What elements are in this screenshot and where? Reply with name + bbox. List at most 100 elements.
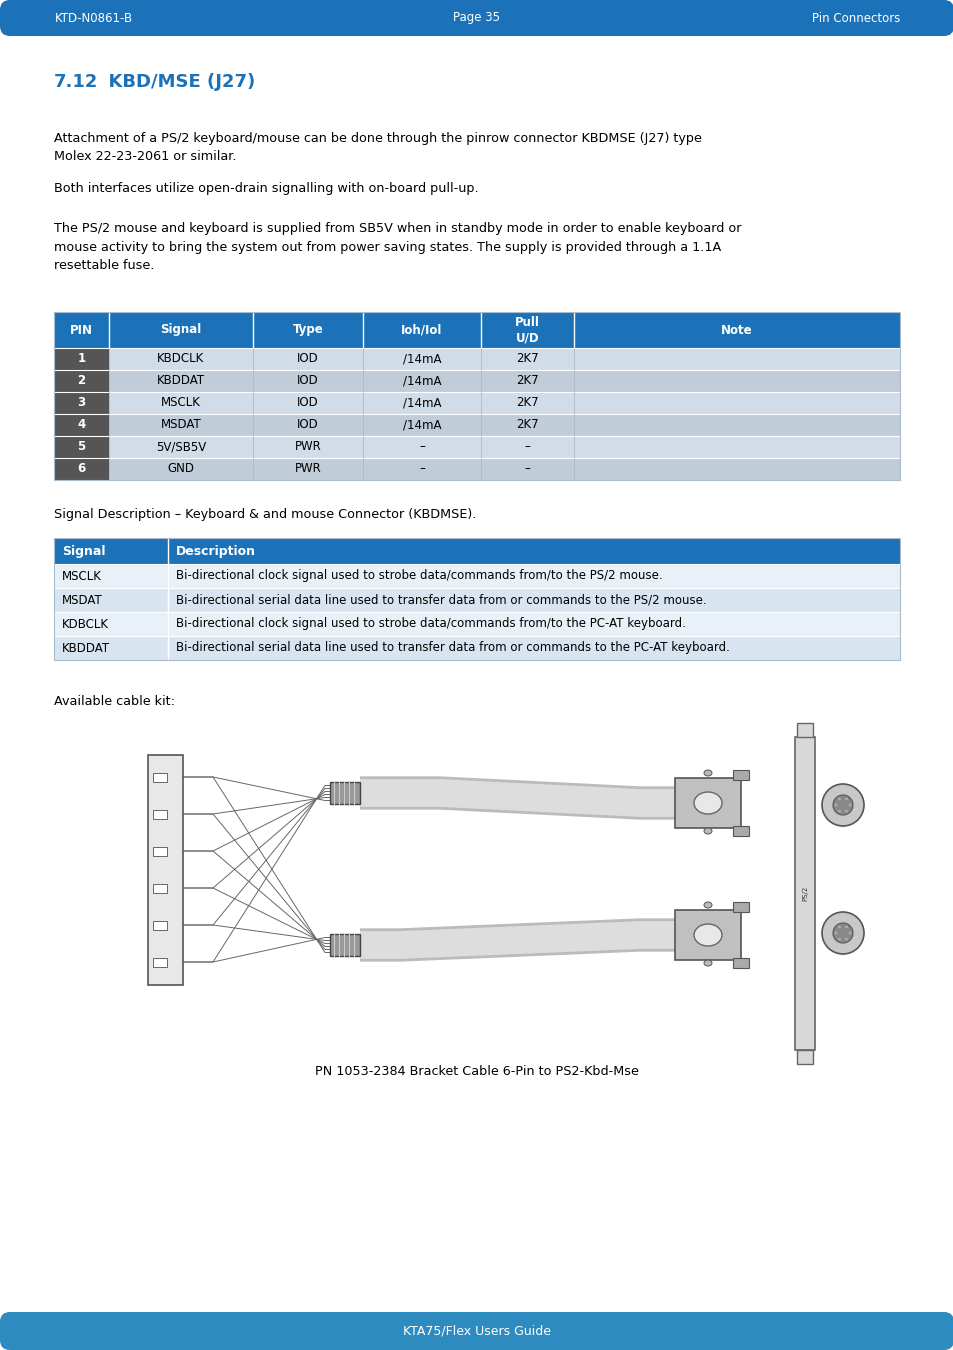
Bar <box>794 737 814 1050</box>
Bar <box>330 934 359 956</box>
Ellipse shape <box>834 803 837 806</box>
Bar <box>54 564 899 589</box>
Ellipse shape <box>844 810 847 813</box>
Text: Signal Description – Keyboard & and mouse Connector (KBDMSE).: Signal Description – Keyboard & and mous… <box>54 508 476 521</box>
Ellipse shape <box>847 803 851 806</box>
Ellipse shape <box>837 937 841 941</box>
Text: MSCLK: MSCLK <box>161 397 201 409</box>
Ellipse shape <box>703 960 711 967</box>
Text: –: – <box>524 440 530 454</box>
Bar <box>732 826 748 836</box>
Text: Attachment of a PS/2 keyboard/mouse can be done through the pinrow connector KBD: Attachment of a PS/2 keyboard/mouse can … <box>54 132 701 163</box>
Text: KBDCLK: KBDCLK <box>157 352 204 366</box>
Bar <box>54 612 899 636</box>
Text: Bi-directional clock signal used to strobe data/commands from/to the PS/2 mouse.: Bi-directional clock signal used to stro… <box>176 570 662 582</box>
Text: KTA75/Flex Users Guide: KTA75/Flex Users Guide <box>402 1324 551 1338</box>
Bar <box>152 957 167 967</box>
Bar <box>54 539 899 564</box>
Text: Bi-directional serial data line used to transfer data from or commands to the PC: Bi-directional serial data line used to … <box>176 641 729 655</box>
Bar <box>330 782 359 805</box>
Text: /14mA: /14mA <box>402 352 441 366</box>
Text: Page 35: Page 35 <box>453 12 500 24</box>
Bar <box>54 312 899 481</box>
Bar <box>54 392 109 414</box>
Bar <box>152 810 167 818</box>
Text: /14mA: /14mA <box>402 397 441 409</box>
Text: PIN: PIN <box>70 324 92 336</box>
Bar <box>796 724 812 737</box>
Bar <box>54 636 899 660</box>
FancyBboxPatch shape <box>0 0 953 36</box>
Text: MSDAT: MSDAT <box>62 594 103 606</box>
Text: PN 1053-2384 Bracket Cable 6-Pin to PS2-Kbd-Mse: PN 1053-2384 Bracket Cable 6-Pin to PS2-… <box>314 1065 639 1079</box>
Bar <box>675 910 740 960</box>
Text: The PS/2 mouse and keyboard is supplied from SB5V when in standby mode in order : The PS/2 mouse and keyboard is supplied … <box>54 221 740 271</box>
Ellipse shape <box>837 926 841 929</box>
Ellipse shape <box>844 937 847 941</box>
FancyBboxPatch shape <box>0 1312 953 1350</box>
Text: 2: 2 <box>77 374 86 387</box>
Ellipse shape <box>703 828 711 834</box>
Text: KDBCLK: KDBCLK <box>62 617 109 630</box>
Text: Ioh/Iol: Ioh/Iol <box>401 324 442 336</box>
Text: KTD-N0861-B: KTD-N0861-B <box>55 12 133 24</box>
Text: KBDDAT: KBDDAT <box>156 374 205 387</box>
Text: /14mA: /14mA <box>402 418 441 432</box>
Ellipse shape <box>703 902 711 909</box>
Text: IOD: IOD <box>296 374 318 387</box>
Text: GND: GND <box>167 463 194 475</box>
Ellipse shape <box>844 798 847 801</box>
Bar <box>152 921 167 930</box>
Ellipse shape <box>832 795 852 815</box>
Text: Bi-directional serial data line used to transfer data from or commands to the PS: Bi-directional serial data line used to … <box>176 594 706 606</box>
Bar <box>54 370 899 392</box>
Ellipse shape <box>693 792 721 814</box>
Bar <box>148 755 183 986</box>
Ellipse shape <box>832 923 852 944</box>
Bar <box>54 370 109 392</box>
Text: PWR: PWR <box>294 463 321 475</box>
Bar <box>54 414 899 436</box>
Text: PWR: PWR <box>294 440 321 454</box>
Ellipse shape <box>837 798 841 801</box>
Ellipse shape <box>821 913 863 954</box>
Bar <box>796 1050 812 1064</box>
Text: 2K7: 2K7 <box>516 352 538 366</box>
Bar <box>732 958 748 968</box>
Ellipse shape <box>847 931 851 934</box>
Text: Both interfaces utilize open-drain signalling with on-board pull-up.: Both interfaces utilize open-drain signa… <box>54 182 478 194</box>
Text: –: – <box>418 463 424 475</box>
Ellipse shape <box>834 931 837 934</box>
Bar <box>732 769 748 780</box>
Text: 5: 5 <box>77 440 86 454</box>
Text: Pin Connectors: Pin Connectors <box>811 12 899 24</box>
Text: PS/2: PS/2 <box>801 886 807 902</box>
Bar <box>54 392 899 414</box>
Bar <box>54 539 899 660</box>
Ellipse shape <box>821 784 863 826</box>
Ellipse shape <box>844 926 847 929</box>
Text: Available cable kit:: Available cable kit: <box>54 695 174 707</box>
Bar <box>675 778 740 828</box>
Bar <box>152 772 167 782</box>
Text: 1: 1 <box>77 352 86 366</box>
Text: 2K7: 2K7 <box>516 374 538 387</box>
Text: Signal: Signal <box>62 544 106 558</box>
Text: 4: 4 <box>77 418 86 432</box>
Bar <box>54 436 109 458</box>
Text: 7.12: 7.12 <box>54 73 98 90</box>
Bar <box>54 348 899 370</box>
Text: 5V/SB5V: 5V/SB5V <box>155 440 206 454</box>
Text: Bi-directional clock signal used to strobe data/commands from/to the PC-AT keybo: Bi-directional clock signal used to stro… <box>176 617 685 630</box>
Bar <box>54 458 899 481</box>
Text: KBD/MSE (J27): KBD/MSE (J27) <box>96 73 255 90</box>
Text: –: – <box>524 463 530 475</box>
Text: –: – <box>418 440 424 454</box>
Text: 3: 3 <box>77 397 86 409</box>
Text: Note: Note <box>720 324 752 336</box>
Text: Description: Description <box>176 544 256 558</box>
Bar <box>54 589 899 612</box>
Bar <box>152 883 167 892</box>
Bar <box>54 458 109 481</box>
Text: IOD: IOD <box>296 352 318 366</box>
